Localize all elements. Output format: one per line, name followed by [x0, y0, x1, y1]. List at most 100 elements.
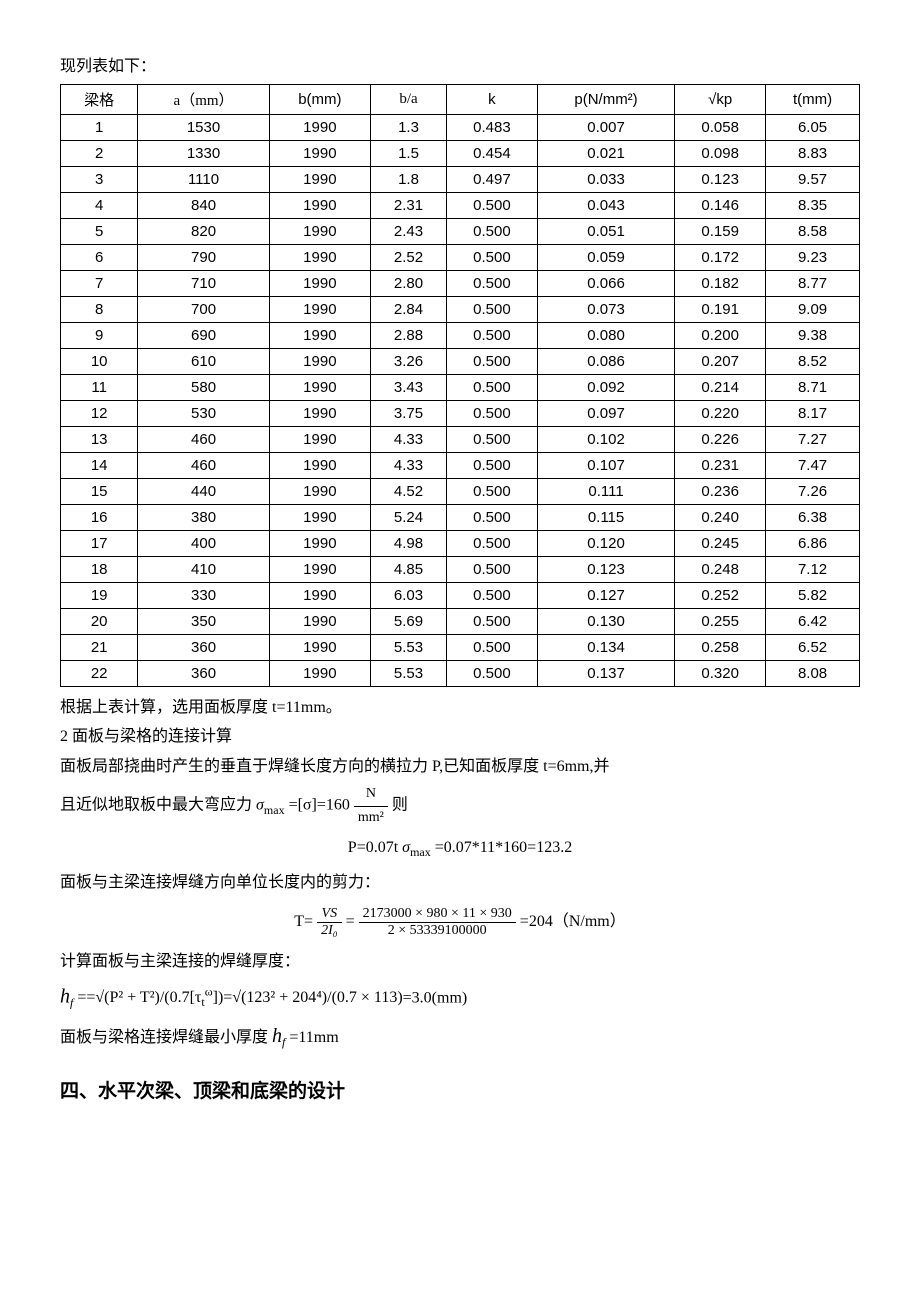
table-cell: 2	[61, 140, 138, 166]
table-cell: 0.500	[446, 582, 537, 608]
table-cell: 7.12	[766, 556, 860, 582]
formula-hf: hf ==√(P² + T²)/(0.7[τtω])=√(123² + 204⁴…	[60, 985, 860, 1011]
frac-den-mm2: mm²	[354, 807, 388, 829]
table-cell: 0.500	[446, 270, 537, 296]
table-cell: 0.066	[537, 270, 674, 296]
table-cell: 3.26	[371, 348, 447, 374]
table-cell: 8.17	[766, 400, 860, 426]
table-cell: 0.021	[537, 140, 674, 166]
table-cell: 1990	[269, 634, 370, 660]
table-cell: 1990	[269, 660, 370, 686]
para1-line-b: 且近似地取板中最大弯应力 σmax =[σ]=160 N mm² 则	[60, 783, 860, 829]
table-cell: 610	[138, 348, 269, 374]
table-cell: 2.52	[371, 244, 447, 270]
n-mm2-frac: N mm²	[354, 783, 388, 829]
table-cell: 3.43	[371, 374, 447, 400]
table-cell: 0.111	[537, 478, 674, 504]
table-cell: 0.043	[537, 192, 674, 218]
table-cell: 8.52	[766, 348, 860, 374]
table-cell: 1	[61, 114, 138, 140]
table-cell: 7.26	[766, 478, 860, 504]
equals-1: =	[346, 913, 355, 930]
table-cell: 6	[61, 244, 138, 270]
intro-text: 现列表如下：	[60, 54, 860, 80]
para4-a: 面板与梁格连接焊缝最小厚度	[60, 1029, 268, 1046]
table-cell: 0.500	[446, 348, 537, 374]
table-row: 1061019903.260.5000.0860.2078.52	[61, 348, 860, 374]
table-cell: 0.500	[446, 530, 537, 556]
table-cell: 0.080	[537, 322, 674, 348]
table-cell: 380	[138, 504, 269, 530]
table-cell: 1990	[269, 166, 370, 192]
para1-b-text: 且近似地取板中最大弯应力	[60, 797, 252, 814]
formula-hf-tail: =3.0(mm)	[403, 989, 468, 1006]
table-cell: 0.245	[675, 530, 766, 556]
para1-c-text: 则	[392, 797, 408, 814]
table-cell: 4.85	[371, 556, 447, 582]
table-cell: 580	[138, 374, 269, 400]
table-cell: 7	[61, 270, 138, 296]
table-cell: 0.107	[537, 452, 674, 478]
table-cell: 710	[138, 270, 269, 296]
table-cell: 20	[61, 608, 138, 634]
table-header-row: 梁格 a（mm） b(mm) b/a k p(N/mm²) √kp t(mm)	[61, 84, 860, 114]
table-cell: 0.130	[537, 608, 674, 634]
table-cell: 5	[61, 218, 138, 244]
table-cell: 0.500	[446, 634, 537, 660]
table-cell: 0.248	[675, 556, 766, 582]
table-cell: 14	[61, 452, 138, 478]
table-cell: 360	[138, 660, 269, 686]
table-cell: 1990	[269, 608, 370, 634]
table-cell: 3.75	[371, 400, 447, 426]
table-row: 870019902.840.5000.0730.1919.09	[61, 296, 860, 322]
table-cell: 1990	[269, 478, 370, 504]
formula-p: P=0.07t σmax =0.07*11*160=123.2	[60, 839, 860, 860]
table-cell: 1990	[269, 452, 370, 478]
table-cell: 1990	[269, 192, 370, 218]
table-cell: 8	[61, 296, 138, 322]
table-cell: 1990	[269, 218, 370, 244]
table-cell: 820	[138, 218, 269, 244]
table-cell: 0.200	[675, 322, 766, 348]
th-a: a（mm）	[138, 84, 269, 114]
table-row: 1638019905.240.5000.1150.2406.38	[61, 504, 860, 530]
formula-t-prefix: T=	[294, 913, 313, 930]
table-cell: 1990	[269, 400, 370, 426]
table-cell: 0.159	[675, 218, 766, 244]
table-cell: 8.08	[766, 660, 860, 686]
hf-symbol-2: h	[272, 1025, 282, 1047]
table-cell: 1990	[269, 556, 370, 582]
table-cell: 0.320	[675, 660, 766, 686]
hf-symbol: h	[60, 985, 70, 1007]
hf-sub-2: f	[282, 1035, 285, 1049]
table-cell: 0.058	[675, 114, 766, 140]
table-cell: 5.82	[766, 582, 860, 608]
table-cell: 19	[61, 582, 138, 608]
table-cell: 1990	[269, 270, 370, 296]
th-t: t(mm)	[766, 84, 860, 114]
table-cell: 4	[61, 192, 138, 218]
para2: 面板与主梁连接焊缝方向单位长度内的剪力：	[60, 870, 860, 896]
th-ba: b/a	[371, 84, 447, 114]
table-cell: 1.5	[371, 140, 447, 166]
table-cell: 0.500	[446, 192, 537, 218]
table-cell: 0.500	[446, 452, 537, 478]
formula-t-result: =204（N/mm）	[520, 913, 626, 930]
table-cell: 1990	[269, 426, 370, 452]
table-row: 1346019904.330.5000.1020.2267.27	[61, 426, 860, 452]
table-cell: 0.497	[446, 166, 537, 192]
table-cell: 10	[61, 348, 138, 374]
table-cell: 5.24	[371, 504, 447, 530]
table-cell: 9.09	[766, 296, 860, 322]
table-cell: 13	[61, 426, 138, 452]
table-cell: 6.52	[766, 634, 860, 660]
th-sqrtkp: √kp	[675, 84, 766, 114]
table-cell: 840	[138, 192, 269, 218]
frac-num-N: N	[354, 783, 388, 806]
table-cell: 0.059	[537, 244, 674, 270]
sigma-eq: =[σ]=160	[289, 797, 350, 814]
table-cell: 0.120	[537, 530, 674, 556]
table-cell: 0.500	[446, 608, 537, 634]
table-cell: 2.88	[371, 322, 447, 348]
table-cell: 690	[138, 322, 269, 348]
